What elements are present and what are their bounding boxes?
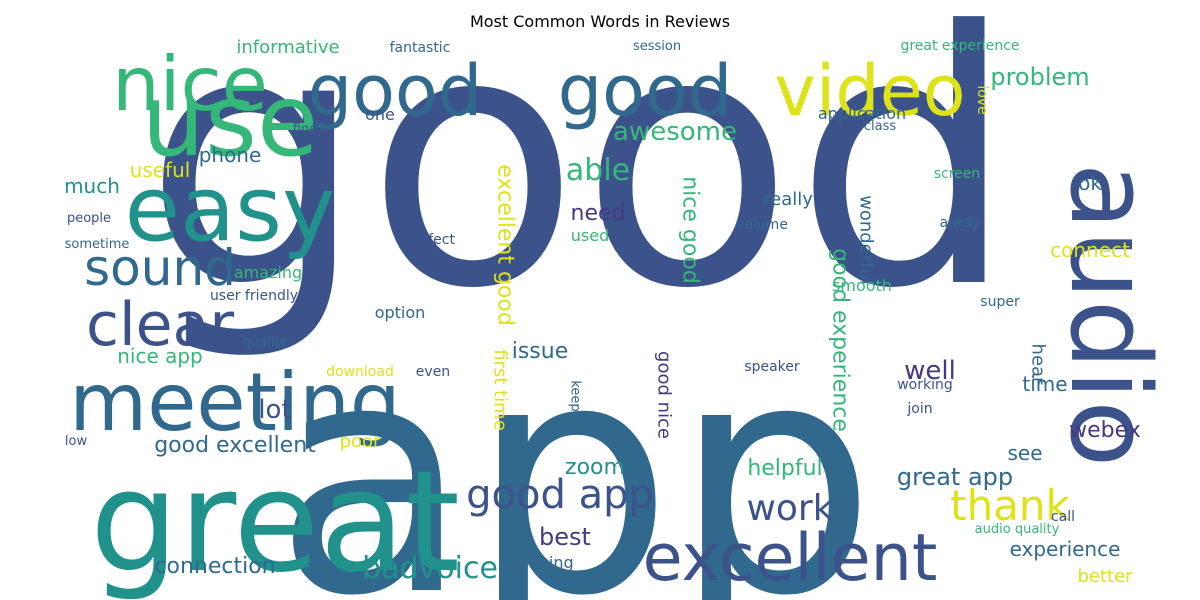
word-thank: thank: [950, 481, 1070, 530]
word-first-time: first time: [490, 349, 511, 431]
word-good-nice: good nice: [654, 351, 675, 439]
word-quality: quality: [243, 335, 288, 350]
word-download: download: [326, 364, 394, 380]
word-connect: connect: [1050, 238, 1130, 262]
word-better: better: [1077, 566, 1133, 587]
word-use: use: [141, 62, 318, 179]
word-good: good: [308, 50, 483, 132]
word-great-app: great app: [897, 463, 1013, 491]
word-see: see: [1007, 441, 1042, 465]
word-app: app: [274, 294, 876, 600]
word-nice-app: nice app: [117, 344, 203, 368]
word-able: able: [566, 153, 630, 188]
word-time: time: [1022, 372, 1067, 396]
word-super: super: [980, 294, 1020, 310]
word-good-app: good app: [466, 472, 654, 518]
word-much: much: [64, 174, 120, 198]
word-clear: clear: [86, 290, 234, 360]
word-speaker: speaker: [744, 359, 800, 375]
word-amazing: amazing: [234, 263, 302, 282]
word-problem: problem: [990, 63, 1089, 91]
word-alway: alway: [940, 215, 981, 231]
word-volume: volume: [736, 217, 788, 233]
word-awesome: awesome: [613, 117, 737, 147]
word-helpful: helpful: [747, 456, 822, 481]
word-people: people: [67, 211, 111, 226]
word-screen: screen: [934, 166, 981, 182]
word-badvoice: badvoice: [362, 551, 498, 586]
word-issue: issue: [512, 339, 569, 364]
word-meeting: meeting: [69, 356, 400, 449]
word-great: great: [90, 441, 460, 600]
word-love: love: [974, 85, 990, 114]
word-excellent-good: excellent good: [493, 164, 518, 326]
chart-title: Most Common Words in Reviews: [469, 12, 731, 31]
word-keep: keep: [568, 380, 583, 411]
word-application: application: [818, 104, 906, 123]
word-poor: poor: [340, 431, 381, 452]
word-well: well: [904, 356, 956, 386]
word-easy: easy: [125, 157, 336, 262]
word-good-excellent: good excellent: [154, 433, 316, 458]
word-webex: webex: [1069, 418, 1141, 443]
word-fantastic: fantastic: [390, 40, 451, 56]
word-used: used: [571, 226, 609, 245]
word-need: need: [571, 201, 626, 226]
word-experience: experience: [1010, 537, 1121, 561]
word-video: video: [774, 50, 965, 132]
word-connection: connection: [154, 554, 275, 579]
word-good: good: [558, 50, 733, 132]
word-join: join: [906, 401, 932, 417]
word-class: class: [864, 119, 896, 134]
word-working: working: [897, 377, 953, 393]
word-user-friendly: user friendly: [210, 288, 298, 304]
word-one: one: [365, 105, 395, 124]
word-audio-quality: audio quality: [975, 522, 1060, 537]
word-option: option: [375, 303, 426, 322]
word-low: low: [65, 434, 88, 449]
word-useful: useful: [130, 158, 191, 182]
word-session: session: [633, 39, 681, 54]
word-good-experience: good experience: [828, 248, 853, 432]
word-hear: hear: [1028, 344, 1049, 386]
word-good: good: [144, 0, 1017, 365]
word-work: work: [746, 488, 833, 529]
word-call: call: [1051, 509, 1075, 525]
word-nice-good: nice good: [678, 176, 703, 284]
word-excellent: excellent: [643, 521, 938, 596]
word-best: best: [539, 523, 591, 551]
word-sound: sound: [84, 239, 236, 297]
word-really: really: [763, 189, 813, 210]
word-informative: informative: [236, 37, 339, 58]
word-zoom: zoom: [565, 455, 625, 480]
word-great-experience: great experience: [900, 38, 1019, 54]
word-using: using: [530, 553, 573, 572]
word-wonderful: wonderful: [856, 195, 877, 285]
word-phone: phone: [199, 143, 262, 167]
word-perfect: perfect: [405, 232, 455, 248]
word-nice: nice: [112, 40, 268, 128]
word-even: even: [416, 364, 450, 380]
word-fine: fine: [293, 122, 317, 137]
word-smooth: smooth: [832, 276, 892, 295]
word-lot: lot: [258, 395, 291, 425]
word-sometime: sometime: [65, 237, 130, 252]
word-audio: audio: [1046, 163, 1174, 468]
word-ok: ok: [1078, 171, 1102, 195]
